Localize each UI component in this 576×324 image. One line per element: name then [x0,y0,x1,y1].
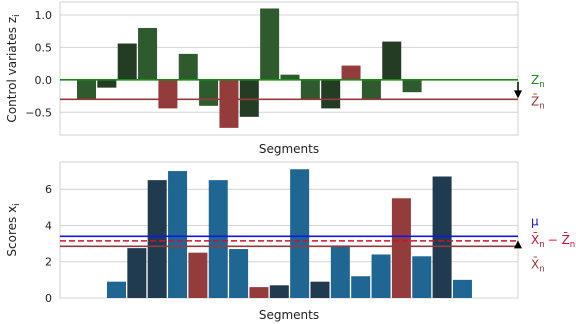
bar [219,79,239,128]
y-tick-label: 0.0 [35,74,53,87]
bottom-tick-labels: 0 2 4 6 [45,183,52,305]
bar [330,245,350,298]
bar [199,79,219,106]
y-tick-label: 0.5 [35,41,53,54]
bar [158,79,178,109]
y-tick-label: 1.0 [35,9,53,22]
bar [382,41,402,80]
y-tick-label: 4 [45,219,52,232]
line-label: Z̄n [531,94,545,111]
bar [208,180,228,298]
bar [127,248,147,298]
bar [107,281,126,298]
bar [321,79,341,109]
shift-arrow-head [514,90,522,99]
y-tick-label: −0.5 [25,106,52,119]
bar [117,43,137,80]
bar [188,252,208,298]
bar [361,79,381,100]
top-tick-labels: −0.5 0.0 0.5 1.0 [25,9,52,119]
bar [269,285,289,298]
line-label: μ [531,214,539,228]
bar [77,79,96,100]
bar [290,169,310,298]
top-bars [77,8,422,128]
bar [452,279,472,298]
bottom-panel: 0 2 4 6 μ X̄n − Z̄n X̄n Segments Scores xi [5,161,575,322]
bar [412,256,432,298]
top-panel: −0.5 0.0 0.5 1.0 Zn Z̄n Segments Control var… [5,1,545,156]
y-tick-label: 6 [45,183,52,196]
bar [249,287,269,298]
bar [280,74,300,80]
bottom-reference-lines [60,235,522,249]
bottom-line-labels: μ X̄n − Z̄n X̄n [531,214,575,274]
top-line-labels: Zn Z̄n [531,73,545,111]
bar [178,53,198,80]
bar [402,79,422,93]
bar [351,276,371,298]
line-label: X̄n [531,257,545,274]
y-tick-label: 2 [45,256,52,269]
line-label: Zn [531,73,545,90]
bar [391,198,411,298]
bar [260,8,280,80]
bottom-bars [107,169,472,298]
bar [371,254,391,298]
line-label: X̄n − Z̄n [531,233,575,250]
bar [432,176,452,298]
top-reference-lines [60,79,522,101]
bar [229,249,249,298]
bar [310,281,330,298]
bottom-y-axis-label: Scores xi [5,203,22,256]
bar [239,79,259,117]
top-x-axis-label: Segments [259,142,319,156]
bar [138,27,158,80]
top-y-axis-label: Control variates zi [5,14,22,122]
bar [97,79,117,88]
bar [147,180,167,298]
bottom-x-axis-label: Segments [259,308,319,322]
shift-arrow-head [514,240,522,249]
y-tick-label: 0 [45,292,52,305]
bar [168,171,188,298]
bar [300,79,320,100]
bar [341,65,361,80]
